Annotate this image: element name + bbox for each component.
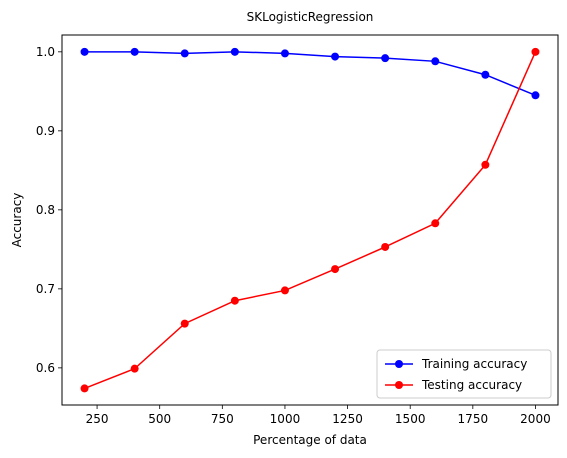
series-line-testing [84, 51, 537, 390]
data-point-training [280, 49, 289, 58]
data-point-testing [331, 265, 340, 274]
chart-title: SKLogisticRegression [247, 10, 374, 24]
y-tick-label: 0.6 [36, 361, 55, 375]
data-point-training [80, 47, 89, 56]
data-point-training [381, 54, 390, 63]
x-tick-label: 2000 [520, 412, 551, 426]
y-tick-label: 0.7 [36, 282, 55, 296]
data-point-training [331, 52, 340, 61]
x-tick-label: 250 [86, 412, 109, 426]
plot-frame [61, 34, 559, 406]
data-point-testing [531, 47, 540, 56]
plot-area [80, 47, 540, 393]
y-tick-label: 0.8 [36, 203, 55, 217]
x-tick-label: 750 [211, 412, 234, 426]
data-point-training [531, 91, 540, 100]
data-point-testing [180, 319, 189, 328]
data-point-testing [431, 219, 440, 228]
series-line-training [84, 51, 536, 96]
y-tick-label: 1.0 [36, 45, 55, 59]
data-point-training [230, 47, 239, 56]
x-tick-label: 1500 [395, 412, 426, 426]
data-point-training [130, 47, 139, 56]
x-axis-label: Percentage of data [253, 433, 367, 447]
data-point-testing [481, 160, 490, 169]
x-tick-label: 500 [148, 412, 171, 426]
x-tick-label: 1750 [458, 412, 489, 426]
x-tick-label: 1250 [332, 412, 363, 426]
legend-box [376, 349, 552, 399]
data-point-testing [381, 242, 390, 251]
y-tick-label: 0.9 [36, 124, 55, 138]
data-point-testing [230, 296, 239, 305]
data-point-training [431, 57, 440, 66]
data-point-testing [280, 286, 289, 295]
y-axis-label: Accuracy [10, 193, 24, 248]
data-point-testing [130, 364, 139, 373]
data-point-testing [80, 384, 89, 393]
legend-marker [395, 360, 403, 368]
legend-label: Testing accuracy [421, 378, 522, 392]
legend-label: Training accuracy [421, 357, 527, 371]
x-tick-label: 1000 [270, 412, 301, 426]
data-point-training [180, 49, 189, 58]
legend: Training accuracy Testing accuracy [376, 349, 552, 399]
legend-marker [395, 381, 403, 389]
data-point-training [481, 70, 490, 79]
